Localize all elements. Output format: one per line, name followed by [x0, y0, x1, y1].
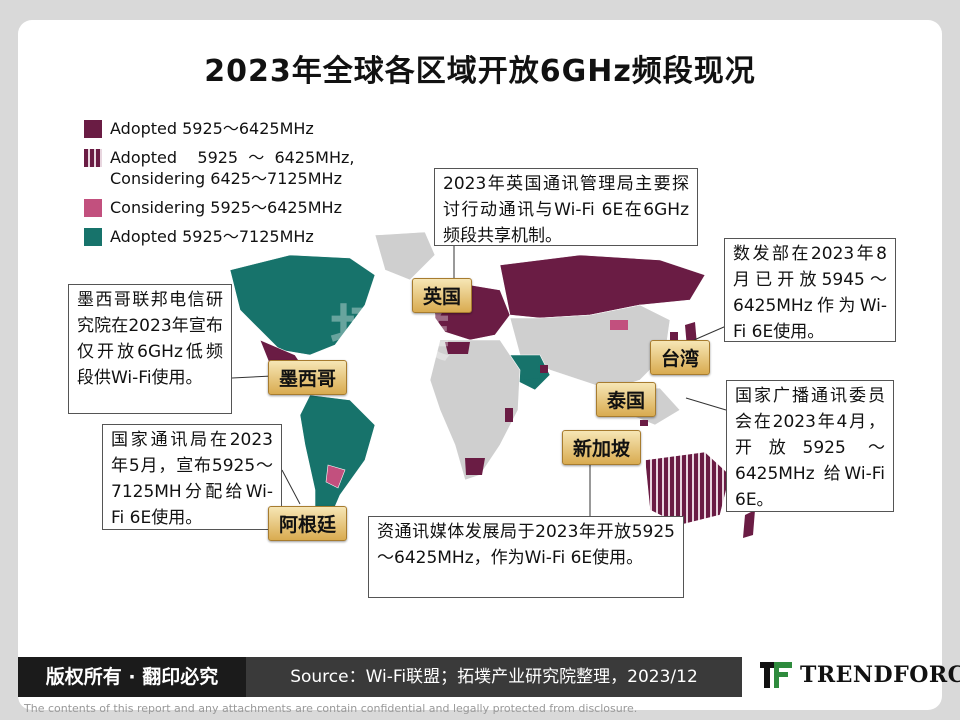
trendforce-logo-icon [760, 662, 792, 688]
tag-argentina: 阿根廷 [268, 506, 348, 541]
callout-uk: 2023年英国通讯管理局主要探讨行动通讯与Wi-Fi 6E在6GHz频段共享机制… [434, 168, 698, 246]
region-uae [540, 365, 548, 373]
region-mongolia [610, 320, 628, 330]
callout-thailand: 国家广播通讯委员会在2023年4月，开放5925 ～ 6425MHz 给Wi-F… [726, 380, 894, 512]
tag-uk: 英国 [412, 278, 473, 313]
region-south-america-considering [325, 464, 346, 489]
region-russia [499, 254, 706, 319]
region-north-africa [445, 342, 470, 354]
legend-item: Adopted 5925 ～ 6425MHz, Considering 6425～… [84, 147, 370, 189]
tag-taiwan: 台湾 [650, 340, 711, 375]
callout-singapore: 资通讯媒体发展局于2023年开放5925～6425MHz，作为Wi-Fi 6E使… [368, 516, 684, 598]
legend-item: Adopted 5925～6425MHz [84, 118, 370, 139]
copyright-banner: 版权所有 · 翻印必究 [18, 657, 246, 697]
logo-text: TRENDFORCE [800, 662, 960, 688]
legend-swatch-adopted-considering [84, 149, 102, 167]
legend-swatch-adopted-low [84, 120, 102, 138]
region-korea [670, 332, 678, 342]
map-legend: Adopted 5925～6425MHz Adopted 5925 ～ 6425… [84, 118, 370, 255]
trendforce-logo: TRENDFORCE [760, 660, 960, 690]
region-kenya [505, 408, 513, 422]
legend-item: Considering 5925～6425MHz [84, 197, 370, 218]
legend-swatch-considering [84, 199, 102, 217]
region-south-africa [465, 458, 485, 475]
legend-swatch-adopted-full [84, 228, 102, 246]
tag-thailand: 泰国 [596, 382, 657, 417]
disclaimer: The contents of this report and any atta… [24, 702, 638, 715]
callout-mexico: 墨西哥联邦电信研究院在2023年宣布仅开放6GHz低频段供Wi-Fi使用。 [68, 284, 232, 414]
region-north-america [229, 254, 376, 356]
callout-taiwan: 数发部在2023年8月已开放5945～6425MHz作为Wi-Fi 6E使用。 [724, 238, 896, 342]
world-map: 拓墣 [229, 231, 755, 538]
source-banner: Source：Wi-Fi联盟；拓墣产业研究院整理，2023/12 [246, 657, 742, 697]
region-australia [644, 451, 731, 526]
legend-label: Adopted 5925～6425MHz [110, 119, 314, 138]
region-singapore [640, 420, 648, 426]
tag-mexico: 墨西哥 [268, 360, 348, 395]
region-saudi-arabia [518, 362, 540, 380]
region-new-zealand [743, 510, 755, 538]
legend-label: Adopted 5925～7125MHz [110, 227, 314, 246]
legend-item: Adopted 5925～7125MHz [84, 226, 370, 247]
tag-singapore: 新加坡 [562, 430, 642, 465]
page-title: 2023年全球各区域开放6GHz频段现况 [204, 54, 756, 89]
legend-label: Adopted 5925 ～ 6425MHz, Considering 6425～… [110, 148, 355, 188]
callout-argentina: 国家通讯局在2023年5月，宣布5925～7125MH分配给Wi-Fi 6E使用… [102, 424, 282, 530]
legend-label: Considering 5925～6425MHz [110, 198, 342, 217]
region-greenland [374, 231, 436, 281]
